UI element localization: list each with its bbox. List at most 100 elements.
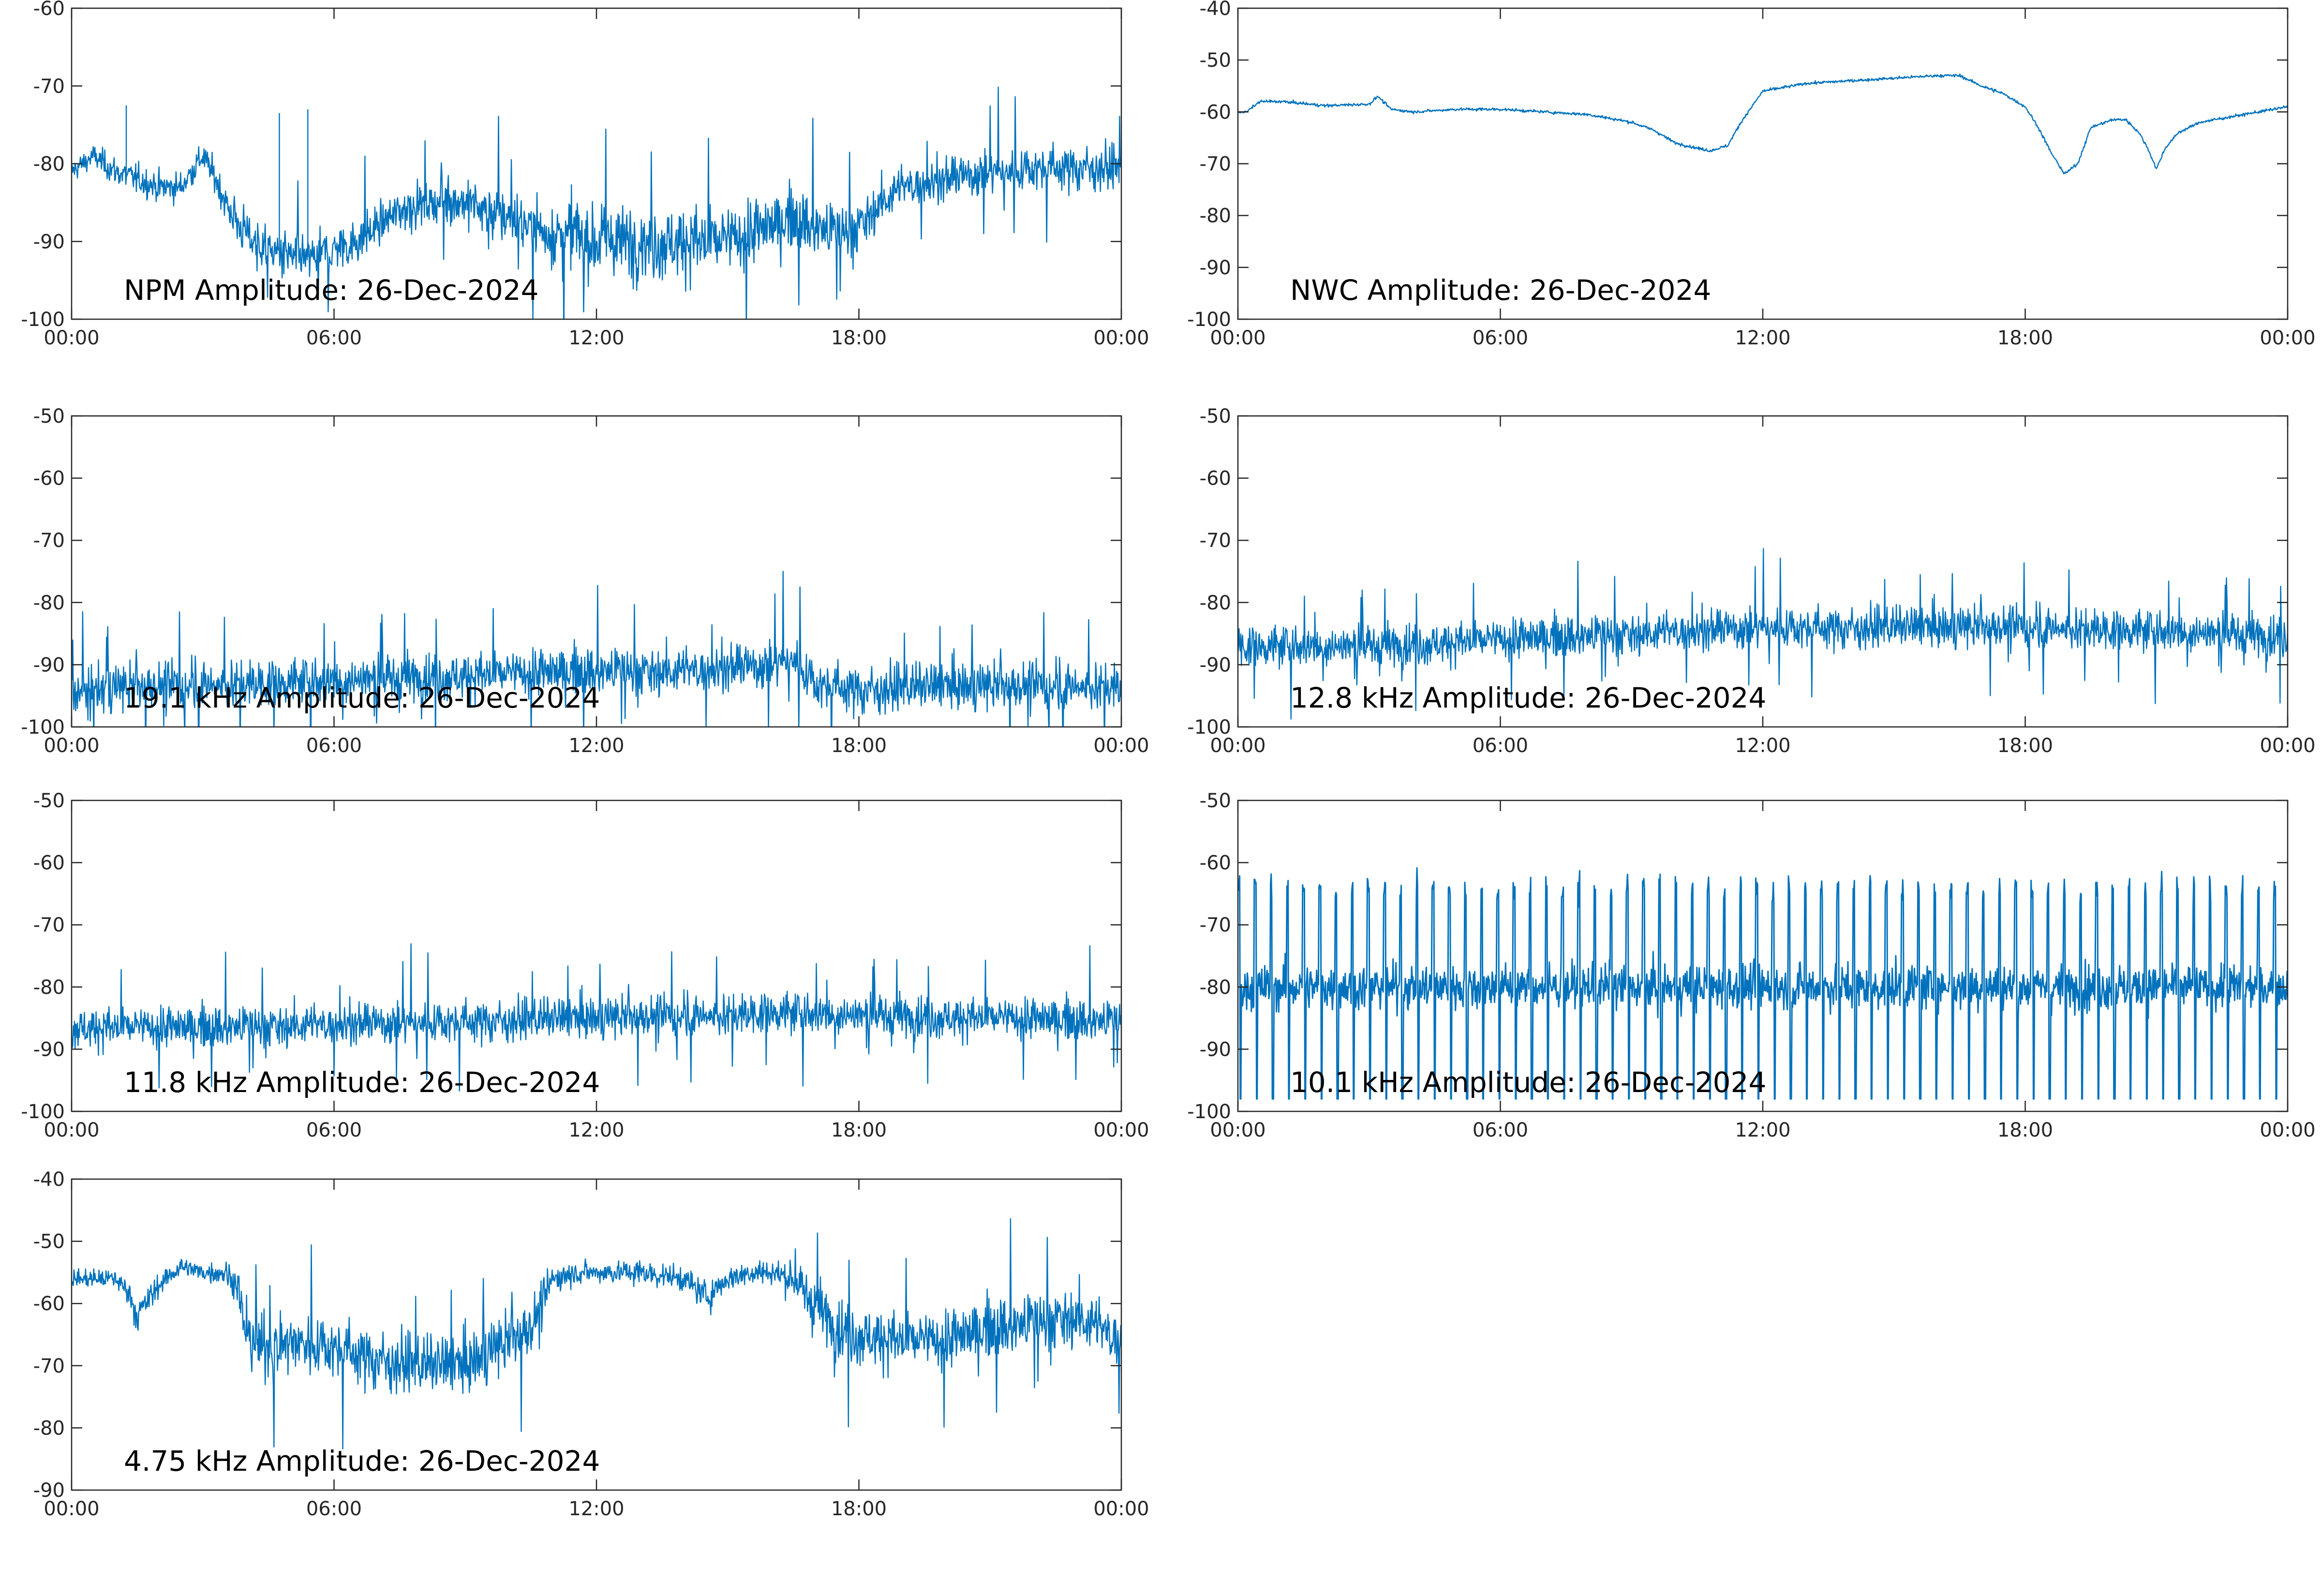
x-tick-label: 18:00 bbox=[831, 327, 887, 349]
x-tick-label: 00:00 bbox=[1210, 735, 1265, 757]
y-tick-label: -90 bbox=[33, 1479, 65, 1502]
y-tick-label: -80 bbox=[33, 976, 65, 999]
y-tick-label: -80 bbox=[33, 592, 65, 614]
y-tick-label: -100 bbox=[21, 309, 65, 331]
y-tick-label: -60 bbox=[1200, 468, 1231, 490]
series-line-5-1 bbox=[72, 943, 1121, 1092]
y-tick-label: -40 bbox=[33, 1168, 65, 1191]
x-tick-label: 00:00 bbox=[1093, 1498, 1149, 1520]
chart-title: 12.8 kHz Amplitude: 26-Dec-2024 bbox=[1290, 681, 1766, 714]
y-tick-label: -50 bbox=[1200, 49, 1231, 72]
y-tick-label: -70 bbox=[33, 530, 65, 552]
x-tick-label: 12:00 bbox=[1735, 327, 1790, 349]
x-tick-label: 18:00 bbox=[1997, 735, 2053, 757]
series-line-6-1 bbox=[1238, 867, 2288, 1100]
y-tick-label: -90 bbox=[33, 1038, 65, 1061]
x-tick-label: 00:00 bbox=[44, 327, 99, 349]
y-tick-label: -50 bbox=[1200, 790, 1231, 812]
x-tick-label: 06:00 bbox=[306, 1498, 362, 1520]
x-tick-label: 00:00 bbox=[2260, 327, 2315, 349]
y-tick-label: -100 bbox=[1187, 716, 1231, 739]
y-tick-label: -70 bbox=[33, 1355, 65, 1377]
x-tick-label: 18:00 bbox=[1997, 327, 2053, 349]
y-tick-label: -80 bbox=[1200, 592, 1231, 614]
x-tick-label: 00:00 bbox=[1210, 327, 1265, 349]
chart-title: NPM Amplitude: 26-Dec-2024 bbox=[124, 274, 539, 307]
y-tick-label: -70 bbox=[1200, 530, 1231, 552]
y-tick-label: -60 bbox=[1200, 852, 1231, 874]
chart-title: NWC Amplitude: 26-Dec-2024 bbox=[1290, 274, 1711, 307]
x-tick-label: 12:00 bbox=[568, 1498, 624, 1520]
x-tick-label: 06:00 bbox=[1473, 735, 1528, 757]
y-tick-label: -90 bbox=[33, 654, 65, 676]
y-tick-label: -90 bbox=[33, 231, 65, 253]
y-tick-label: -70 bbox=[1200, 153, 1231, 176]
y-tick-label: -60 bbox=[33, 1293, 65, 1315]
y-tick-label: -70 bbox=[33, 914, 65, 936]
series-line-4-1 bbox=[1238, 548, 2288, 720]
y-tick-label: -60 bbox=[33, 852, 65, 874]
y-tick-label: -60 bbox=[33, 0, 65, 20]
x-tick-label: 18:00 bbox=[1997, 1119, 2053, 1141]
chart-title: 4.75 kHz Amplitude: 26-Dec-2024 bbox=[124, 1445, 600, 1478]
x-tick-label: 18:00 bbox=[831, 735, 887, 757]
x-tick-label: 00:00 bbox=[1210, 1119, 1265, 1141]
series-line-7-1 bbox=[72, 1218, 1121, 1449]
y-tick-label: -100 bbox=[21, 1101, 65, 1123]
y-tick-label: -60 bbox=[1200, 101, 1231, 123]
x-tick-label: 12:00 bbox=[1735, 735, 1790, 757]
y-tick-label: -60 bbox=[33, 468, 65, 490]
series-line-1-1 bbox=[72, 86, 1121, 319]
series-line-3-1 bbox=[72, 571, 1121, 727]
y-tick-label: -90 bbox=[1200, 257, 1231, 279]
x-tick-label: 12:00 bbox=[568, 327, 624, 349]
y-tick-label: -80 bbox=[1200, 976, 1231, 999]
x-tick-label: 06:00 bbox=[1473, 1119, 1528, 1141]
chart-title: 11.8 kHz Amplitude: 26-Dec-2024 bbox=[124, 1066, 600, 1099]
x-tick-label: 00:00 bbox=[1093, 735, 1149, 757]
x-tick-label: 06:00 bbox=[306, 735, 362, 757]
y-tick-label: -100 bbox=[1187, 1101, 1231, 1123]
y-tick-label: -100 bbox=[1187, 309, 1231, 331]
x-tick-label: 00:00 bbox=[1093, 1119, 1149, 1141]
x-tick-label: 00:00 bbox=[2260, 735, 2315, 757]
x-tick-label: 12:00 bbox=[1735, 1119, 1790, 1141]
y-tick-label: -80 bbox=[33, 1417, 65, 1439]
y-tick-label: -40 bbox=[1200, 0, 1231, 20]
y-tick-label: -90 bbox=[1200, 654, 1231, 676]
y-tick-label: -80 bbox=[33, 153, 65, 176]
x-tick-label: 00:00 bbox=[44, 1119, 99, 1141]
series-line-2-1 bbox=[1238, 73, 2288, 175]
x-tick-label: 12:00 bbox=[568, 735, 624, 757]
y-tick-label: -50 bbox=[33, 1231, 65, 1253]
chart-title: 19.1 kHz Amplitude: 26-Dec-2024 bbox=[124, 681, 600, 714]
x-tick-label: 06:00 bbox=[1473, 327, 1528, 349]
x-tick-label: 12:00 bbox=[568, 1119, 624, 1141]
x-tick-label: 00:00 bbox=[44, 1498, 99, 1520]
y-tick-label: -70 bbox=[1200, 914, 1231, 936]
chart-title: 10.1 kHz Amplitude: 26-Dec-2024 bbox=[1290, 1066, 1766, 1099]
x-tick-label: 06:00 bbox=[306, 1119, 362, 1141]
y-tick-label: -100 bbox=[21, 716, 65, 739]
x-tick-label: 18:00 bbox=[831, 1119, 887, 1141]
x-tick-label: 06:00 bbox=[306, 327, 362, 349]
x-tick-label: 18:00 bbox=[831, 1498, 887, 1520]
x-tick-label: 00:00 bbox=[2260, 1119, 2315, 1141]
y-tick-label: -50 bbox=[33, 405, 65, 428]
y-tick-label: -50 bbox=[1200, 405, 1231, 428]
x-tick-label: 00:00 bbox=[1093, 327, 1149, 349]
y-tick-label: -90 bbox=[1200, 1038, 1231, 1061]
y-tick-label: -70 bbox=[33, 75, 65, 98]
x-tick-label: 00:00 bbox=[44, 735, 99, 757]
y-tick-label: -80 bbox=[1200, 205, 1231, 227]
y-tick-label: -50 bbox=[33, 790, 65, 812]
